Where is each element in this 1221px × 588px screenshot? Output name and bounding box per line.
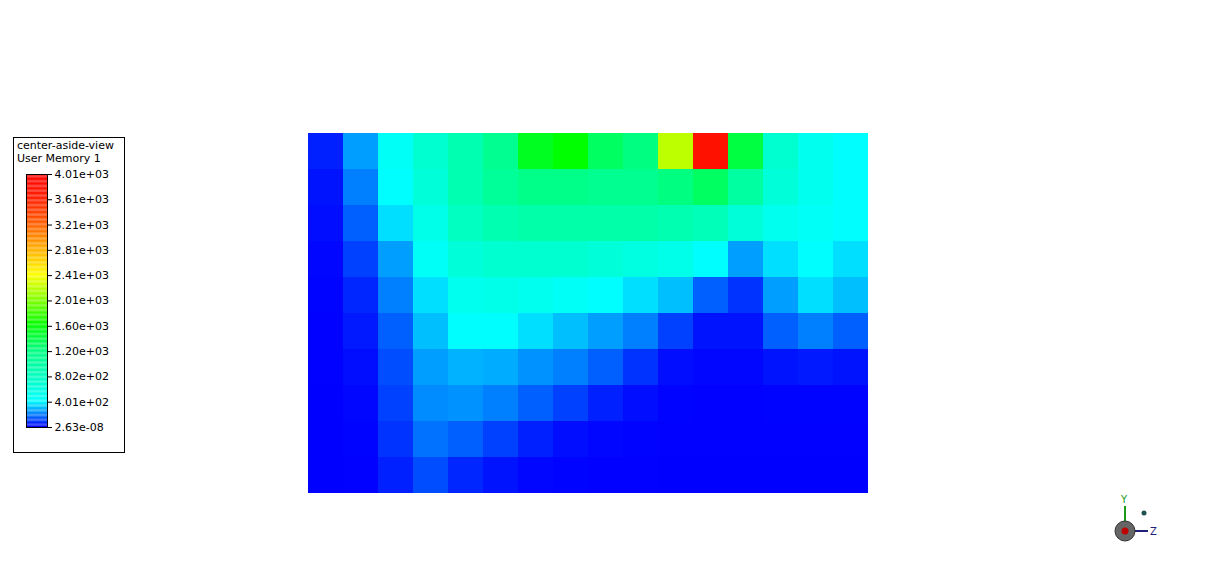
svg-text:1.60e+03: 1.60e+03 [55,320,109,333]
svg-text:2.41e+03: 2.41e+03 [55,269,109,282]
svg-text:4.01e+02: 4.01e+02 [55,396,109,409]
svg-text:Y: Y [1120,494,1128,505]
html-text:User Memory 1: User Memory 1 [17,152,101,165]
html-text:center-aside-view: center-aside-view [17,139,114,152]
svg-text:8.02e+02: 8.02e+02 [55,370,109,383]
svg-text:2.81e+03: 2.81e+03 [55,244,109,257]
svg-text:1.20e+03: 1.20e+03 [55,345,109,358]
svg-text:3.61e+03: 3.61e+03 [55,193,109,206]
svg-text:2.63e-08: 2.63e-08 [55,421,104,434]
svg-text:2.01e+03: 2.01e+03 [55,294,109,307]
svg-text:4.01e+03: 4.01e+03 [55,168,109,181]
svg-text:3.21e+03: 3.21e+03 [55,219,109,232]
svg-text:Z: Z [1150,526,1157,537]
